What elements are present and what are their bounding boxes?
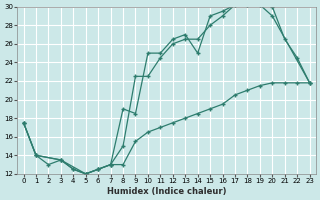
X-axis label: Humidex (Indice chaleur): Humidex (Indice chaleur): [107, 187, 226, 196]
